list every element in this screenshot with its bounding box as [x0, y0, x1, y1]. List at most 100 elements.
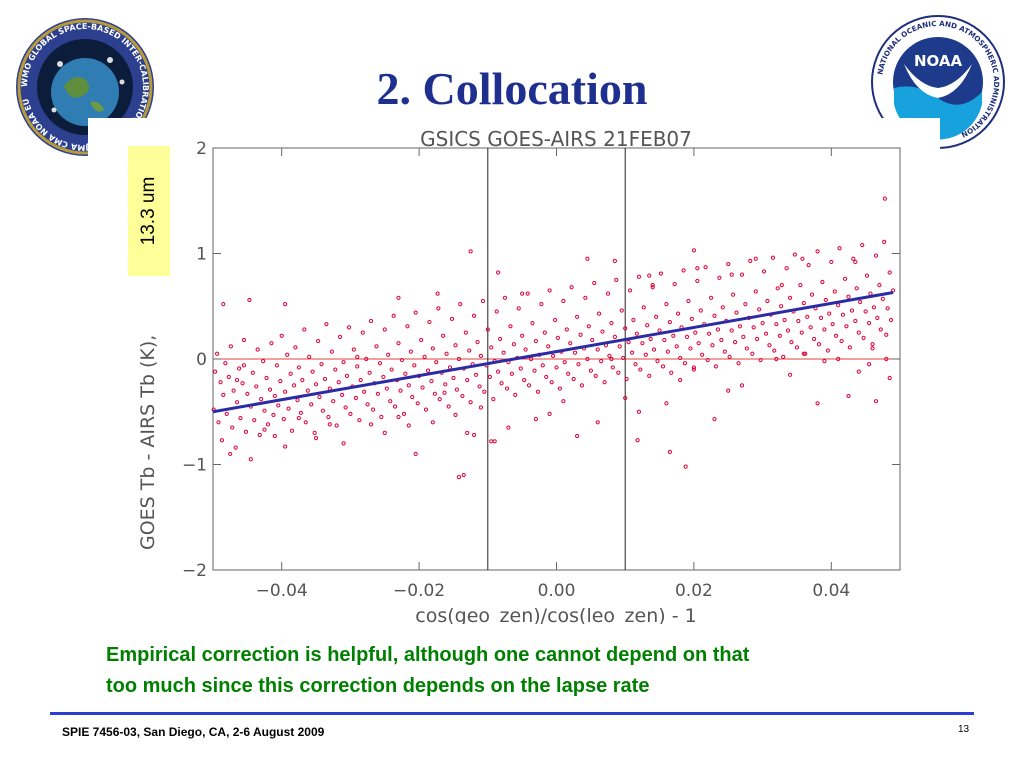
data-point [592, 280, 597, 286]
data-point [803, 351, 808, 356]
scatter-chart: GSICS GOES-AIRS 21FEB07 cos(geo_zen)/cos… [88, 118, 940, 624]
data-point [647, 273, 652, 278]
data-point [605, 291, 611, 296]
data-point [626, 340, 631, 345]
data-point [595, 420, 600, 425]
data-point [847, 345, 852, 350]
data-point [549, 380, 554, 385]
data-point [834, 333, 839, 338]
data-point [671, 333, 676, 338]
data-point [555, 335, 560, 340]
data-point [530, 321, 535, 326]
data-point [722, 349, 727, 354]
data-point [737, 324, 743, 329]
data-point [313, 382, 319, 387]
data-point [631, 317, 636, 323]
data-point [436, 306, 441, 311]
data-point [729, 328, 734, 333]
data-point [451, 375, 456, 381]
data-point [288, 371, 293, 376]
data-point [221, 392, 226, 397]
data-point [808, 325, 813, 330]
data-point [401, 411, 407, 416]
data-point [477, 384, 482, 389]
data-point [289, 428, 295, 433]
data-point [312, 430, 317, 435]
data-point [317, 394, 322, 400]
data-point [569, 285, 574, 290]
data-point [422, 354, 427, 359]
data-point [262, 408, 267, 413]
data-point [474, 372, 479, 377]
data-point [765, 298, 770, 304]
data-point [212, 369, 218, 374]
data-point [223, 361, 228, 366]
data-point [801, 351, 806, 356]
data-point [650, 285, 655, 290]
data-point [482, 389, 487, 394]
data-point [456, 356, 462, 362]
data-point [316, 338, 321, 344]
data-point [461, 472, 466, 478]
data-point [302, 327, 307, 332]
data-point [758, 357, 763, 363]
data-point [386, 352, 391, 357]
data-point [730, 292, 736, 297]
data-point [351, 347, 356, 352]
data-point [755, 336, 760, 342]
data-point [891, 288, 896, 293]
data-point [846, 393, 851, 399]
data-point [609, 356, 614, 362]
data-point [241, 363, 247, 368]
data-point [313, 436, 319, 441]
data-point [554, 365, 559, 370]
data-point [585, 356, 590, 362]
data-point [866, 362, 872, 367]
data-point [355, 364, 360, 369]
data-point [437, 396, 442, 402]
data-point [296, 365, 301, 370]
data-point [441, 333, 446, 338]
data-point [726, 261, 731, 267]
data-point [388, 399, 393, 404]
data-point [384, 386, 389, 391]
data-point [546, 344, 551, 349]
y-axis-label: GOES Tb - AIRS Tb (K), [137, 335, 159, 550]
data-point [341, 441, 346, 446]
data-point [295, 398, 300, 403]
data-point [672, 281, 677, 287]
data-point [522, 378, 527, 383]
x-tick-label: −0.02 [393, 581, 445, 601]
data-point [456, 475, 462, 480]
data-point [853, 259, 858, 265]
data-point [216, 420, 221, 425]
chart-canvas: GSICS GOES-AIRS 21FEB07 cos(geo_zen)/cos… [137, 127, 901, 624]
data-point [619, 308, 624, 313]
data-point [489, 439, 494, 444]
data-point [333, 367, 338, 372]
data-point [887, 375, 892, 381]
data-point [494, 309, 499, 314]
data-point [617, 344, 622, 349]
data-point [442, 390, 447, 395]
data-point [396, 295, 401, 300]
data-point [829, 259, 834, 265]
data-point [240, 381, 245, 386]
data-point [233, 445, 238, 450]
data-point [489, 345, 494, 350]
data-point [274, 363, 279, 368]
data-point [713, 364, 718, 369]
data-point [647, 373, 652, 378]
noaa-logo: NOAA NATIONAL OCEANIC AND ATMOSPHERIC AD… [871, 15, 1005, 149]
y-tick-label: −2 [182, 561, 207, 581]
data-point [792, 252, 797, 257]
data-point [324, 322, 329, 327]
data-point [635, 438, 640, 443]
data-point [329, 349, 334, 354]
svg-text:NOAA: NOAA [914, 52, 963, 70]
data-point [741, 334, 746, 339]
data-point [836, 303, 841, 308]
data-point [230, 425, 235, 430]
data-point [561, 298, 566, 304]
data-point [665, 349, 670, 354]
